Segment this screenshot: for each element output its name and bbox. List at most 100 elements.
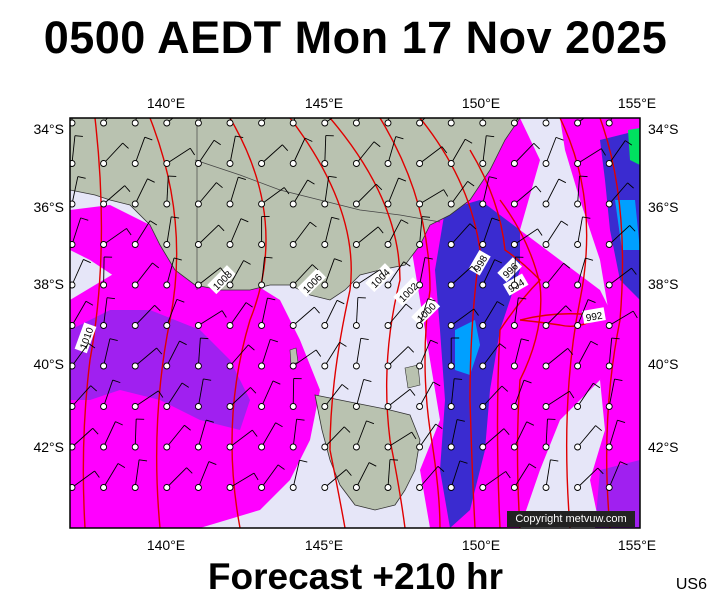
wind-barb	[574, 175, 588, 208]
wind-barb	[416, 146, 448, 167]
wind-barb	[70, 135, 83, 167]
wind-barb	[510, 297, 527, 329]
wind-barb	[574, 340, 599, 370]
wind-barb	[605, 140, 633, 167]
rain-band-central-heavy	[435, 200, 520, 528]
wind-barb	[226, 387, 257, 410]
lat-tick-34-left: 34°S	[33, 121, 64, 137]
wind-barb	[510, 463, 537, 491]
lon-tick-155-top: 155°E	[618, 95, 656, 111]
wind-barb	[479, 301, 505, 329]
wind-barb	[70, 217, 89, 248]
lon-tick-140-bottom: 140°E	[147, 537, 185, 553]
isobar-1000	[379, 118, 441, 528]
wind-barb	[131, 459, 148, 491]
rain-east-edge-core	[615, 200, 640, 250]
wind-barb	[542, 136, 564, 167]
wind-barb	[574, 467, 604, 491]
wind-barb	[384, 219, 409, 248]
copyright-notice: Copyright metvuw.com	[507, 511, 635, 527]
lon-tick-150-bottom: 150°E	[462, 537, 500, 553]
wind-barb	[100, 463, 126, 491]
wind-barb	[447, 419, 465, 451]
wind-barb	[416, 118, 426, 127]
wind-barb	[416, 298, 436, 329]
wind-barb	[510, 185, 542, 208]
wind-barb	[384, 459, 398, 491]
map-area: 1010 1008 1006 1004 1002 1000	[70, 118, 640, 528]
wind-barb	[605, 310, 638, 329]
wind-barb	[194, 461, 217, 491]
wind-barb	[226, 135, 244, 167]
wind-barb	[70, 300, 94, 329]
wind-barb	[605, 419, 626, 451]
isobar-1002	[329, 118, 406, 528]
wind-barb	[289, 137, 313, 167]
wind-barb	[352, 337, 369, 370]
wind-barb	[70, 470, 100, 491]
wind-barb	[479, 176, 497, 208]
wind-barb	[70, 427, 99, 451]
wind-barb	[542, 220, 569, 248]
wind-barb	[352, 118, 361, 127]
wind-barb	[605, 182, 634, 208]
wind-barb	[416, 257, 433, 289]
wind-barb	[321, 175, 337, 208]
wind-barb	[416, 189, 449, 208]
isobar-992	[519, 313, 602, 328]
wind-barb	[163, 175, 177, 208]
wind-barb	[163, 216, 180, 248]
wind-barb	[352, 379, 372, 410]
lat-tick-36-left: 36°S	[33, 199, 64, 215]
wind-barb	[258, 464, 285, 491]
lat-tick-38-left: 38°S	[33, 276, 64, 292]
wind-barb	[70, 259, 91, 289]
wind-barb	[352, 420, 375, 451]
isobar-1008	[149, 118, 178, 528]
isobar-east-2	[599, 118, 624, 528]
isobar-1010	[82, 118, 103, 528]
wind-barb	[100, 379, 121, 410]
wind-barb	[605, 267, 637, 289]
wind-barb	[131, 390, 164, 410]
wind-barbs	[70, 118, 638, 491]
wind-barb	[510, 143, 540, 167]
state-border-nsw-vic	[194, 159, 441, 223]
wind-barb	[258, 256, 273, 289]
wind-barb	[163, 118, 174, 127]
wind-barb	[574, 257, 594, 289]
wind-barb	[131, 418, 145, 451]
wind-barb	[352, 269, 385, 289]
wind-barb	[542, 178, 567, 208]
wind-barb	[100, 338, 118, 370]
wind-barb	[574, 382, 601, 410]
wind-barb	[574, 118, 585, 127]
wind-barb	[384, 388, 416, 410]
land	[70, 118, 521, 511]
wind-barb	[321, 426, 351, 451]
wind-barb	[226, 429, 258, 451]
wind-barb	[447, 308, 479, 329]
model-code: US6	[675, 576, 707, 593]
wind-barb	[194, 182, 223, 208]
wind-barb	[574, 425, 603, 451]
wind-barb	[258, 118, 267, 127]
wind-barb	[163, 382, 190, 410]
wind-barb	[258, 144, 289, 167]
wind-barb	[321, 341, 347, 370]
lon-ticks-bottom: 140°E 145°E 150°E 155°E	[147, 537, 656, 553]
map-frame	[69, 117, 641, 529]
isobars	[82, 118, 624, 528]
wind-barb	[605, 118, 613, 127]
wind-barb	[289, 418, 305, 451]
rain-east-edge-max	[628, 128, 640, 165]
wind-barb	[163, 147, 196, 167]
wind-barb	[605, 378, 623, 410]
wind-barb	[510, 256, 524, 289]
wind-barb	[131, 178, 155, 208]
wind-barb	[321, 469, 352, 491]
wind-barb	[258, 338, 278, 370]
wind-barb	[447, 337, 460, 370]
wind-barb	[321, 135, 334, 167]
wind-barb	[163, 340, 187, 370]
